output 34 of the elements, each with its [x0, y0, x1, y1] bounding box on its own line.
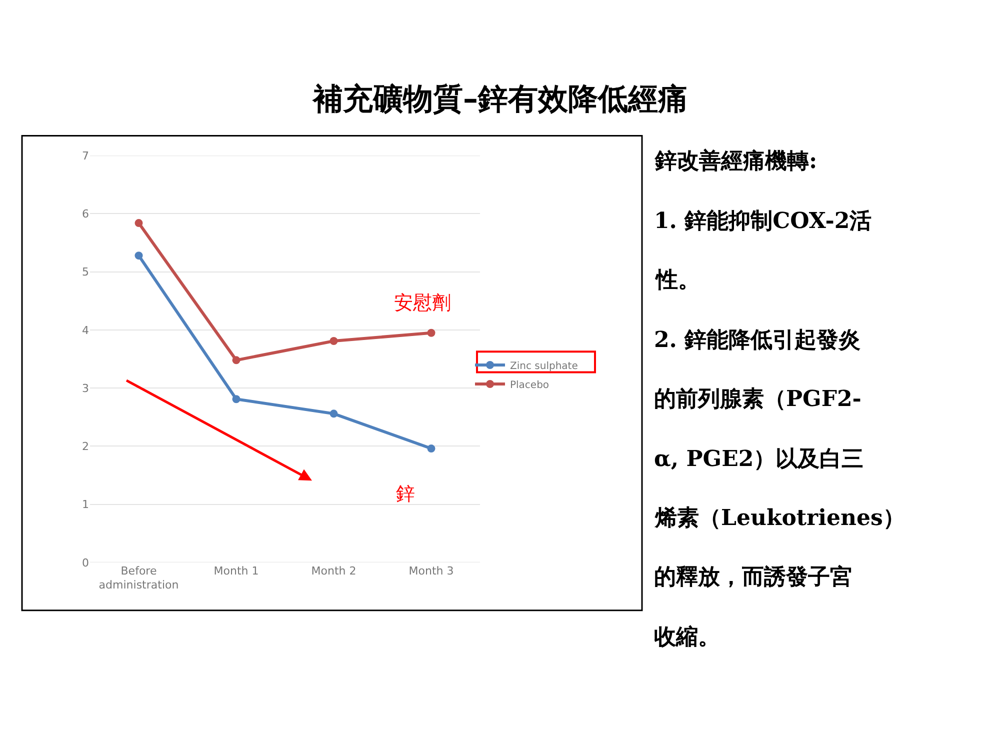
annotation: 安慰劑 — [394, 292, 451, 314]
text: 收縮。 — [654, 624, 720, 650]
point — [330, 410, 338, 418]
annotation: 鋅 — [396, 483, 415, 505]
point — [427, 328, 436, 337]
y-tick-label: 0 — [82, 556, 89, 570]
text: 1. 鋅能抑制COX-2活 — [654, 208, 872, 234]
point — [427, 444, 436, 453]
legend-label: Zinc sulphate — [510, 360, 578, 372]
text: 的釋放，而誘發子宮 — [654, 564, 852, 590]
y-tick-label: 5 — [82, 266, 89, 279]
y-tick-label: 3 — [82, 382, 89, 395]
x-tick-label: Month 1 — [214, 564, 259, 578]
text: 2. 鋅能降低引起發炎 — [654, 327, 861, 353]
text: 烯素（Leukotrienes） — [654, 505, 905, 531]
legend-label: Placebo — [510, 380, 550, 391]
text: 性。 — [654, 267, 700, 293]
y-tick-label: 1 — [82, 498, 89, 512]
point — [134, 252, 143, 260]
x-tick-label: Month 2 — [311, 564, 356, 578]
text: α, PGE2）以及白三 — [654, 446, 864, 472]
y-tick-label: 2 — [82, 440, 89, 454]
point — [232, 356, 240, 364]
chart-title: 補充礦物質–鋅有效降低經痛 — [312, 82, 688, 117]
x-tick-label: Month 3 — [408, 564, 454, 578]
text: 的前列腺素（PGF2- — [654, 386, 862, 412]
y-tick-label: 6 — [82, 208, 89, 221]
y-tick-label: 4 — [82, 324, 89, 337]
text: 鋅改善經痛機轉: — [654, 148, 818, 174]
point — [330, 337, 338, 346]
point — [134, 219, 143, 228]
x-tick-label: Before administration — [98, 564, 179, 592]
point — [232, 395, 240, 404]
y-tick-label: 7 — [82, 149, 89, 162]
